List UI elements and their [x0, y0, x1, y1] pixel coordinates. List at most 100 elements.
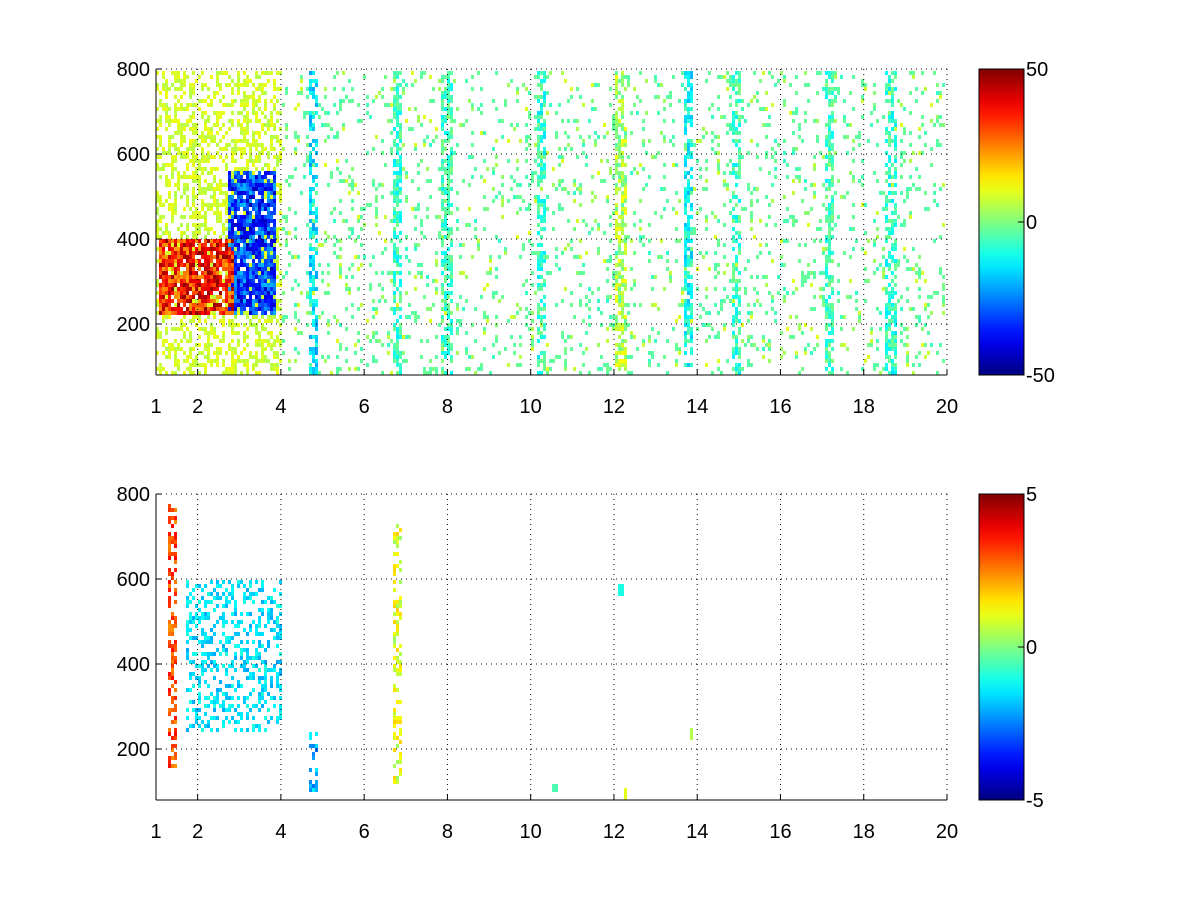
heatmap-cell — [165, 115, 168, 119]
heatmap-cell — [444, 311, 447, 315]
heatmap-cell — [594, 143, 597, 147]
heatmap-cell — [243, 259, 246, 263]
heatmap-cell — [621, 315, 624, 319]
heatmap-cell — [417, 243, 420, 247]
heatmap-cell — [543, 199, 546, 203]
heatmap-cell — [900, 191, 903, 195]
heatmap-cell — [687, 147, 690, 151]
heatmap-cell — [243, 183, 246, 187]
heatmap-cell — [822, 287, 825, 291]
heatmap-cell — [240, 359, 243, 363]
heatmap-cell — [249, 175, 252, 179]
heatmap-cell — [609, 103, 612, 107]
heatmap-cell — [228, 247, 231, 251]
heatmap-cell — [396, 203, 399, 207]
heatmap-cell — [444, 227, 447, 231]
heatmap-cell — [540, 287, 543, 291]
heatmap-cell — [375, 199, 378, 203]
heatmap-cell — [204, 363, 207, 367]
heatmap-cell — [225, 255, 228, 259]
heatmap-cell — [273, 179, 276, 183]
heatmap-cell — [615, 219, 618, 223]
heatmap-cell — [555, 111, 558, 115]
heatmap-cell — [243, 167, 246, 171]
heatmap-cell — [228, 239, 231, 243]
heatmap-cell — [231, 287, 234, 291]
heatmap-cell — [876, 227, 879, 231]
heatmap-cell — [888, 227, 891, 231]
heatmap-cell — [663, 175, 666, 179]
heatmap-cell — [273, 175, 276, 179]
heatmap-cell — [237, 343, 240, 347]
heatmap-cell — [246, 75, 249, 79]
heatmap-cell — [207, 151, 210, 155]
heatmap-cell — [888, 219, 891, 223]
heatmap-cell — [414, 227, 417, 231]
heatmap-cell — [660, 215, 663, 219]
heatmap-cell — [615, 211, 618, 215]
heatmap-cell — [195, 311, 198, 315]
heatmap-cell — [315, 299, 318, 303]
heatmap-cell — [225, 211, 228, 215]
heatmap-cell — [246, 279, 249, 283]
heatmap-cell — [621, 83, 624, 87]
heatmap-cell — [558, 355, 561, 359]
heatmap-cell — [897, 259, 900, 263]
heatmap-cell — [909, 143, 912, 147]
heatmap-cell — [690, 315, 693, 319]
heatmap-cell — [189, 91, 192, 95]
heatmap-cell — [735, 367, 738, 371]
heatmap-cell — [450, 263, 453, 267]
heatmap-cell — [204, 279, 207, 283]
heatmap-cell — [183, 183, 186, 187]
heatmap-cell — [891, 291, 894, 295]
heatmap-cell — [165, 95, 168, 99]
heatmap-cell — [447, 275, 450, 279]
heatmap-cell — [261, 303, 264, 307]
heatmap-cell — [804, 71, 807, 75]
heatmap-cell — [354, 255, 357, 259]
heatmap-cell — [543, 351, 546, 355]
heatmap-cell — [675, 319, 678, 323]
heatmap-cell — [273, 227, 276, 231]
heatmap-cell — [888, 319, 891, 323]
heatmap-cell — [609, 259, 612, 263]
heatmap-cell — [279, 331, 282, 335]
heatmap-cell — [450, 319, 453, 323]
heatmap-cell — [900, 151, 903, 155]
heatmap-cell — [258, 271, 261, 275]
heatmap-cell — [690, 203, 693, 207]
heatmap-cell — [825, 71, 828, 75]
heatmap-cell — [192, 131, 195, 135]
heatmap-cell — [180, 135, 183, 139]
heatmap-cell — [192, 215, 195, 219]
heatmap-cell — [903, 255, 906, 259]
heatmap-cell — [189, 103, 192, 107]
heatmap-cell — [210, 295, 213, 299]
heatmap-cell — [267, 79, 270, 83]
heatmap-cell — [456, 319, 459, 323]
heatmap-cell — [690, 87, 693, 91]
heatmap-cell — [690, 139, 693, 143]
heatmap-cell — [429, 367, 432, 371]
heatmap-cell — [285, 179, 288, 183]
heatmap-cell — [543, 135, 546, 139]
heatmap-cell — [264, 191, 267, 195]
heatmap-cell — [621, 199, 624, 203]
heatmap-cell — [657, 307, 660, 311]
heatmap-cell — [243, 79, 246, 83]
heatmap-cell — [615, 171, 618, 175]
heatmap-cell — [639, 239, 642, 243]
heatmap-cell — [180, 299, 183, 303]
heatmap-cell — [726, 79, 729, 83]
heatmap-cell — [174, 275, 177, 279]
heatmap-cell — [162, 367, 165, 371]
heatmap-cell — [618, 351, 621, 355]
heatmap-cell — [888, 339, 891, 343]
heatmap-cell — [327, 183, 330, 187]
heatmap-cell — [225, 303, 228, 307]
heatmap-cell — [729, 123, 732, 127]
heatmap-cell — [750, 199, 753, 203]
heatmap-cell — [792, 215, 795, 219]
heatmap-cell — [825, 351, 828, 355]
